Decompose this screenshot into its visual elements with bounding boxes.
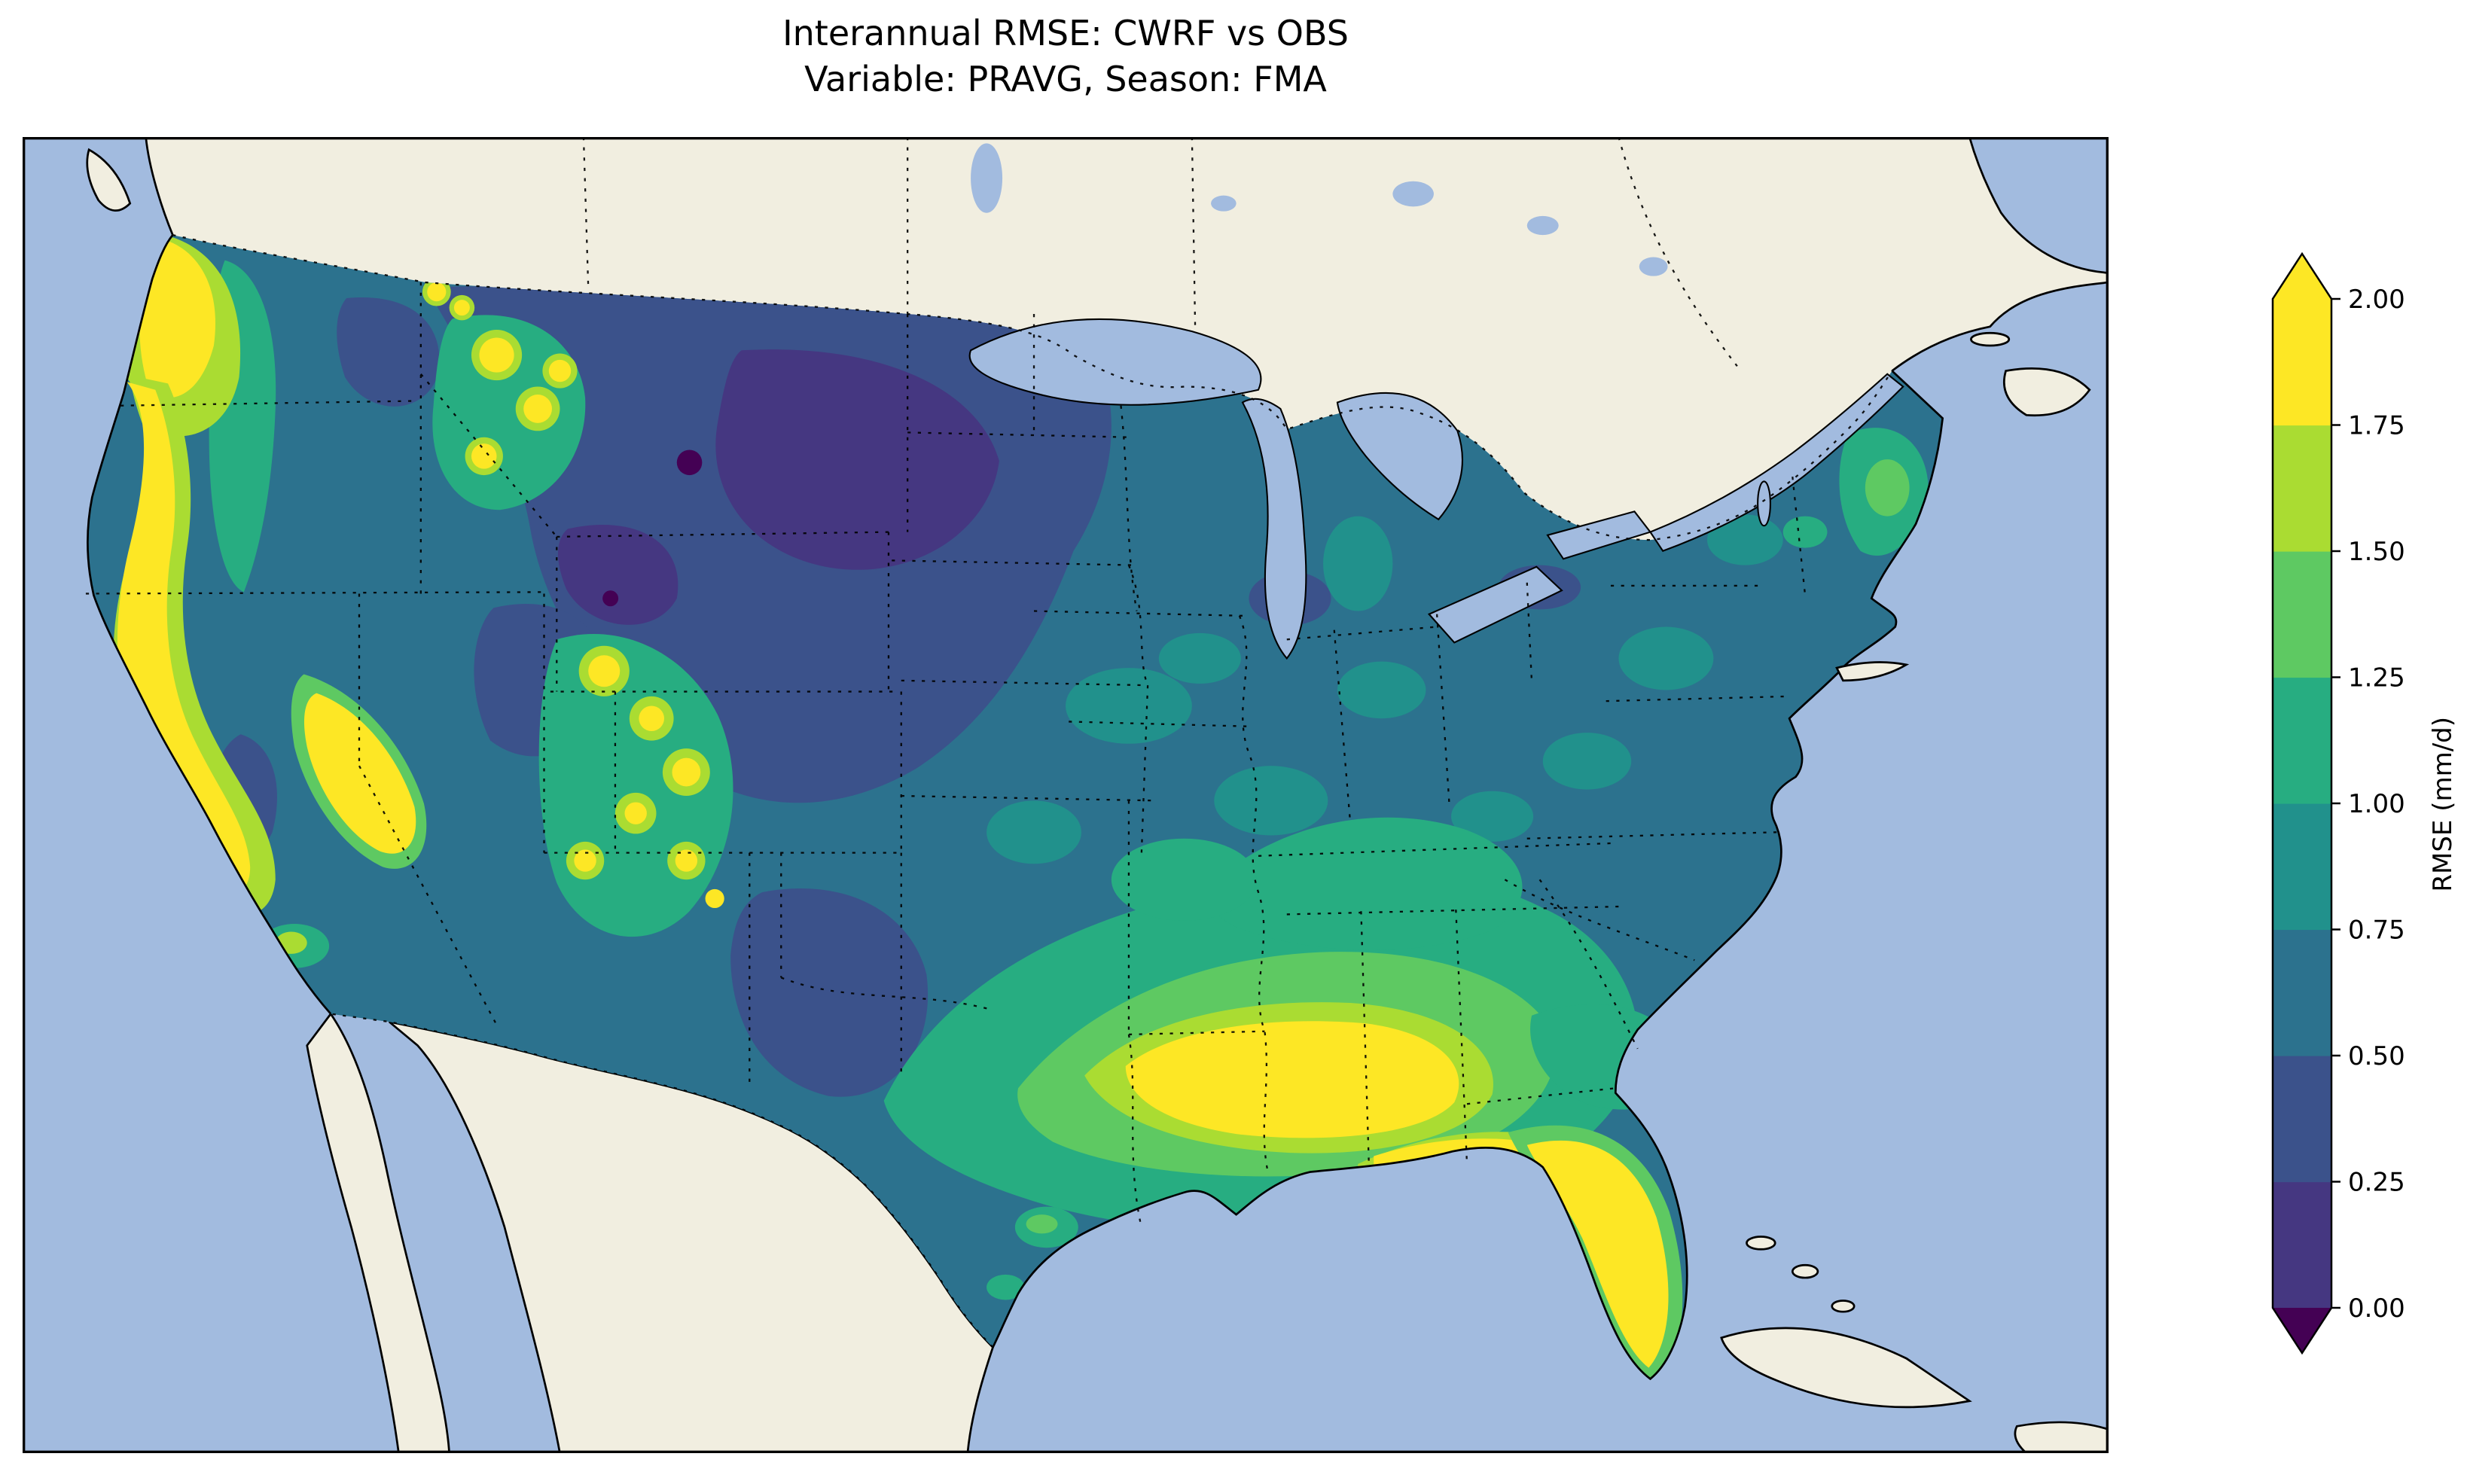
svg-text:0.50: 0.50 bbox=[2348, 1041, 2405, 1071]
svg-text:1.00: 1.00 bbox=[2348, 789, 2405, 819]
us-rmse-field bbox=[87, 235, 1943, 1379]
colorbar-label-wrap: RMSE (mm/d) bbox=[2423, 251, 2462, 1358]
title-line-2: Variable: PRAVG, Season: FMA bbox=[804, 58, 1327, 99]
great-lakes bbox=[968, 318, 1904, 660]
svg-text:1.50: 1.50 bbox=[2348, 537, 2405, 567]
title-line-1: Interannual RMSE: CWRF vs OBS bbox=[782, 13, 1349, 53]
svg-text:1.75: 1.75 bbox=[2348, 411, 2405, 441]
mexico-landmass bbox=[306, 1012, 995, 1453]
svg-text:0.75: 0.75 bbox=[2348, 916, 2405, 946]
svg-text:0.00: 0.00 bbox=[2348, 1294, 2405, 1324]
svg-text:0.25: 0.25 bbox=[2348, 1168, 2405, 1198]
svg-text:2.00: 2.00 bbox=[2348, 285, 2405, 315]
colorbar: 0.00 0.25 0.50 0.75 1.00 1.25 1.50 1.75 2.00 bbox=[2268, 251, 2464, 1358]
svg-text:1.25: 1.25 bbox=[2348, 663, 2405, 693]
map-axes bbox=[23, 137, 2109, 1453]
figure-title: Interannual RMSE: CWRF vs OBS Variable: … bbox=[23, 11, 2109, 102]
caribbean-islands bbox=[86, 148, 2109, 1453]
state-borders bbox=[85, 137, 1893, 1348]
colorbar-label: RMSE (mm/d) bbox=[2428, 716, 2458, 892]
rmse-contour-map bbox=[23, 137, 2109, 1453]
axes-frame bbox=[23, 137, 2109, 1453]
colorbar-svg: 0.00 0.25 0.50 0.75 1.00 1.25 1.50 1.75 2.00 bbox=[2271, 251, 2405, 1355]
